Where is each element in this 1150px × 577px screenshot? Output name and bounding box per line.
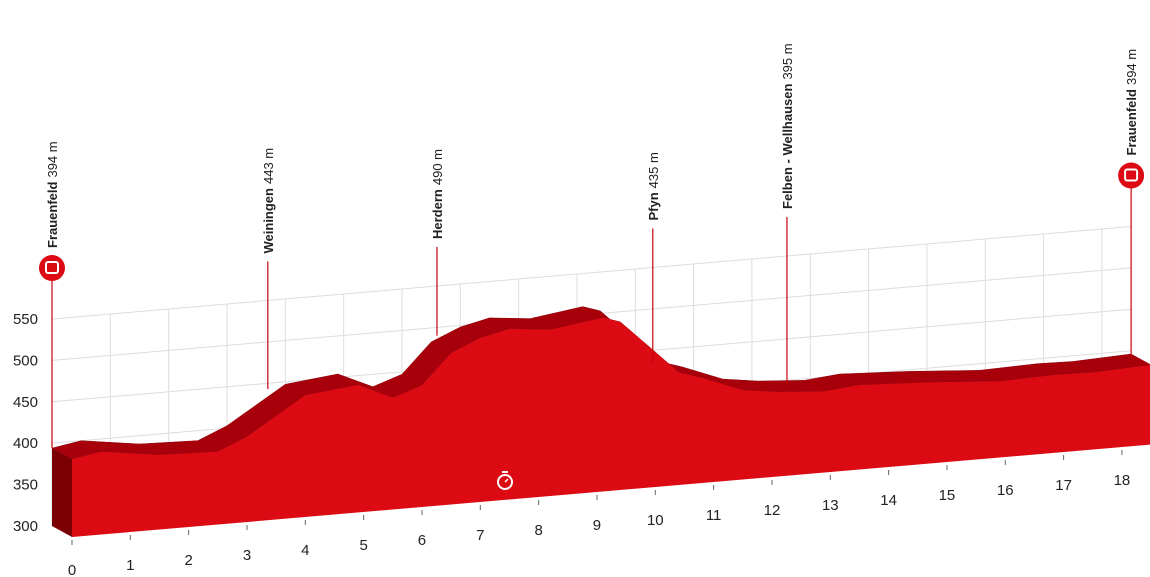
x-tick-label: 12 [764, 502, 781, 519]
y-tick-label: 300 [13, 518, 38, 535]
x-tick-label: 10 [647, 512, 664, 529]
x-tick-label: 11 [706, 507, 722, 524]
x-tick-label: 3 [243, 547, 251, 564]
x-tick-label: 6 [418, 532, 426, 549]
y-tick-label: 350 [13, 477, 38, 494]
profile-area [72, 317, 1150, 537]
waypoint-label: Felben - Wellhausen 395 m [780, 43, 795, 209]
waypoint-label: Weiningen 443 m [261, 148, 276, 254]
waypoint-name: Herdern [430, 189, 445, 239]
waypoint-label: Herdern 490 m [430, 149, 445, 239]
x-tick-label: 17 [1055, 477, 1072, 494]
waypoint-name: Frauenfeld [1124, 89, 1139, 156]
waypoint-elevation: 394 m [1124, 49, 1139, 85]
waypoint-name: Pfyn [646, 192, 661, 220]
icon-dial [497, 474, 513, 490]
profile-side [52, 448, 72, 537]
y-tick-label: 450 [13, 394, 38, 411]
waypoint-elevation: 395 m [780, 43, 795, 79]
waypoint-icon-glyph [1124, 168, 1139, 182]
waypoint-elevation: 435 m [646, 152, 661, 188]
x-tick-label: 14 [880, 492, 897, 509]
waypoint-elevation: 490 m [430, 149, 445, 185]
waypoint-icon-glyph [45, 261, 59, 274]
waypoint-name: Weiningen [261, 188, 276, 254]
waypoint-elevation: 394 m [45, 141, 60, 177]
x-tick-label: 5 [359, 537, 367, 554]
waypoint-label: Frauenfeld 394 m [45, 141, 60, 248]
x-tick-label: 4 [301, 542, 309, 559]
x-tick-label: 16 [997, 482, 1014, 499]
x-tick-label: 0 [68, 562, 76, 577]
x-tick-label: 7 [476, 527, 484, 544]
icon-bg [491, 466, 519, 494]
x-tick-label: 13 [822, 497, 839, 514]
y-tick-label: 500 [13, 352, 38, 369]
stopwatch-icon [491, 466, 519, 494]
profile [51, 306, 1150, 537]
waypoint-name: Frauenfeld [45, 181, 60, 248]
y-tick-label: 400 [13, 435, 38, 452]
x-tick-label: 1 [126, 557, 134, 574]
waypoint-name: Felben - Wellhausen [780, 83, 795, 209]
waypoint-elevation: 443 m [261, 148, 276, 184]
icon-hand [504, 478, 509, 483]
waypoint-label: Pfyn 435 m [646, 152, 661, 220]
waypoint-icon [1118, 162, 1145, 189]
waypoint-label: Frauenfeld 394 m [1124, 49, 1139, 156]
x-tick-label: 8 [534, 522, 542, 539]
x-tick-label: 18 [1114, 472, 1131, 489]
x-tick-label: 15 [939, 487, 956, 504]
x-tick-label: 9 [593, 517, 601, 534]
grid-line [51, 226, 1132, 320]
waypoint-icon [39, 255, 65, 281]
x-tick-label: 2 [184, 552, 192, 569]
y-tick-label: 550 [13, 311, 38, 328]
